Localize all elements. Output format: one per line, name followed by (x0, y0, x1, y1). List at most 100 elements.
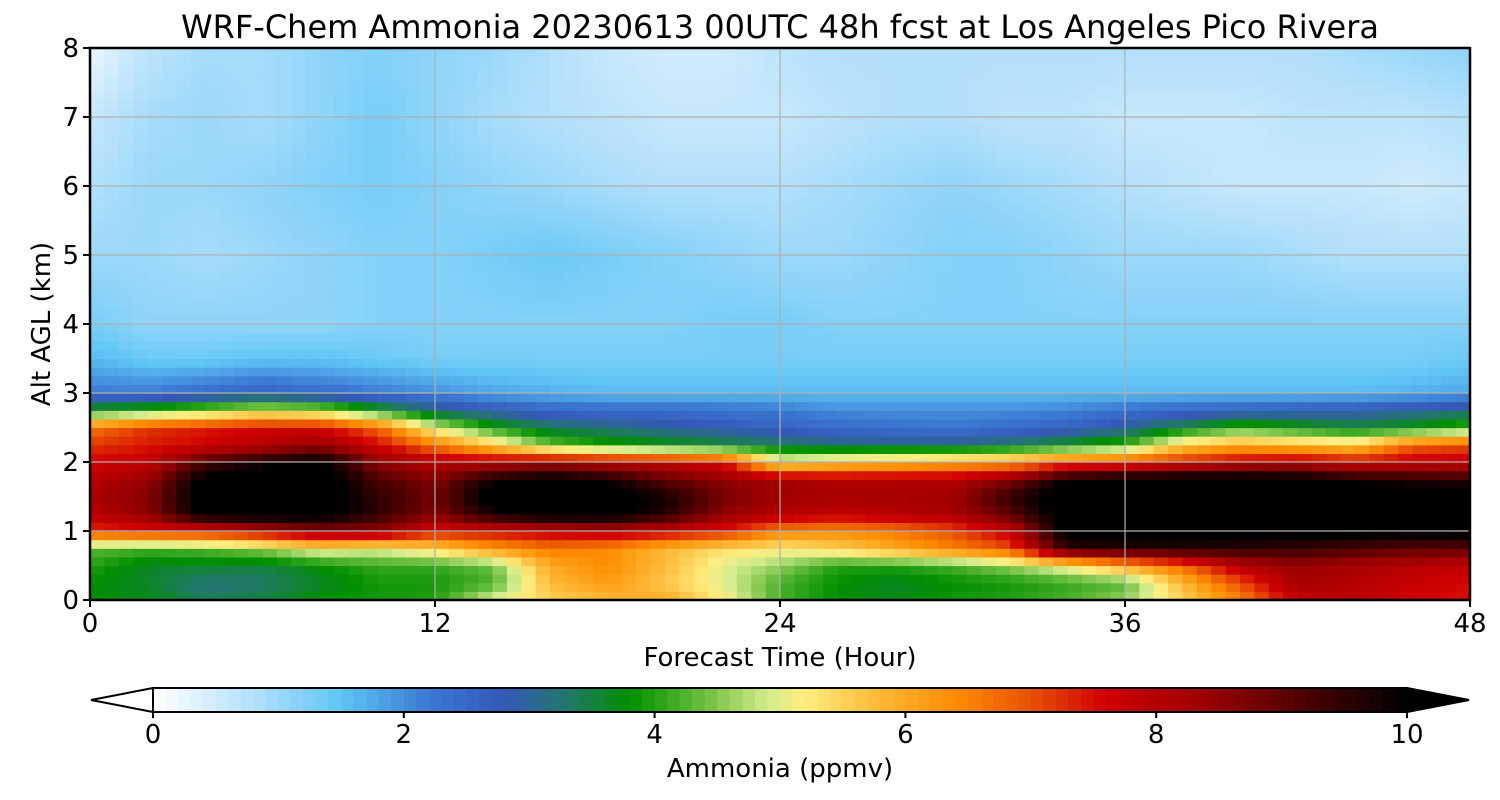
heatmap-cell (1441, 255, 1457, 265)
heatmap-cell (492, 479, 508, 489)
heatmap-cell (564, 324, 580, 334)
heatmap-cell (478, 427, 494, 437)
heatmap-cell (1110, 151, 1126, 161)
heatmap-cell (1038, 272, 1054, 282)
heatmap-cell (1297, 272, 1313, 282)
heatmap-cell (104, 142, 120, 153)
heatmap-cell (133, 496, 149, 506)
heatmap-cell (262, 591, 278, 601)
heatmap-cell (995, 444, 1011, 454)
heatmap-cell (420, 220, 436, 230)
heatmap-cell (1153, 565, 1169, 575)
heatmap-cell (478, 246, 494, 256)
heatmap-cell (435, 410, 450, 420)
heatmap-cell (995, 462, 1011, 472)
heatmap-cell (521, 505, 537, 515)
heatmap-cell (248, 263, 264, 273)
heatmap-cell (190, 272, 206, 282)
heatmap-cell (780, 384, 795, 394)
heatmap-cell (564, 211, 580, 222)
heatmap-cell (320, 496, 335, 506)
heatmap-cell (492, 496, 508, 506)
heatmap-cell (1211, 211, 1227, 222)
heatmap-cell (966, 548, 982, 558)
heatmap-cell (492, 168, 508, 178)
heatmap-cell (794, 436, 810, 446)
heatmap-cell (693, 479, 709, 489)
heatmap-cell (1024, 393, 1040, 403)
heatmap-cell (1182, 565, 1198, 575)
heatmap-cell (693, 444, 709, 454)
heatmap-cell (1398, 168, 1414, 178)
heatmap-cell (1110, 556, 1126, 567)
heatmap-cell (233, 375, 249, 385)
heatmap-cell (1441, 453, 1457, 463)
heatmap-cell (923, 358, 939, 368)
heatmap-cell (463, 531, 479, 541)
heatmap-cell (1225, 565, 1241, 575)
heatmap-cell (1426, 548, 1442, 558)
heatmap-cell (478, 160, 494, 170)
heatmap-cell (435, 556, 450, 567)
heatmap-cell (1024, 358, 1040, 368)
heatmap-cell (550, 237, 565, 247)
heatmap-cell (1240, 418, 1255, 429)
heatmap-cell (866, 531, 882, 541)
heatmap-cell (1153, 591, 1169, 601)
heatmap-cell (665, 246, 680, 256)
heatmap-cell (895, 565, 910, 575)
heatmap-cell (665, 496, 680, 506)
heatmap-cell (262, 341, 278, 351)
heatmap-cell (1153, 410, 1169, 420)
heatmap-cell (219, 306, 235, 316)
heatmap-cell (1398, 280, 1414, 291)
heatmap-cell (506, 470, 522, 480)
heatmap-cell (147, 168, 163, 178)
heatmap-cell (1024, 246, 1040, 256)
heatmap-cell (521, 255, 537, 265)
heatmap-cell (377, 349, 393, 360)
heatmap-cell (966, 436, 982, 446)
heatmap-cell (1096, 418, 1112, 429)
heatmap-cell (693, 229, 709, 239)
heatmap-cell (463, 168, 479, 178)
heatmap-cell (808, 462, 824, 472)
heatmap-cell (363, 237, 379, 247)
heatmap-cell (952, 246, 968, 256)
heatmap-cell (1383, 151, 1399, 161)
heatmap-cell (363, 298, 379, 308)
heatmap-cell (420, 229, 436, 239)
heatmap-cell (1441, 349, 1457, 360)
heatmap-cell (679, 496, 695, 506)
heatmap-cell (1455, 375, 1471, 385)
heatmap-cell (1225, 513, 1241, 523)
heatmap-cell (276, 186, 292, 196)
heatmap-cell (1326, 298, 1342, 308)
heatmap-cell (492, 203, 508, 213)
heatmap-cell (492, 298, 508, 308)
heatmap-cell (521, 186, 537, 196)
heatmap-cell (1139, 341, 1155, 351)
heatmap-cell (463, 367, 479, 377)
heatmap-cell (1010, 246, 1025, 256)
heatmap-cell (262, 289, 278, 299)
heatmap-cell (1369, 194, 1385, 204)
heatmap-cell (966, 418, 982, 429)
heatmap-cell (1398, 211, 1414, 222)
heatmap-cell (1168, 436, 1184, 446)
heatmap-cell (1211, 410, 1227, 420)
heatmap-cell (1297, 505, 1313, 515)
heatmap-cell (1412, 479, 1428, 489)
heatmap-cell (765, 384, 781, 394)
heatmap-cell (751, 375, 767, 385)
heatmap-cell (233, 289, 249, 299)
heatmap-cell (205, 453, 220, 463)
heatmap-cell (1096, 531, 1112, 541)
heatmap-cell (1139, 522, 1155, 532)
heatmap-cell (90, 470, 105, 480)
heatmap-cell (334, 427, 350, 437)
heatmap-cell (535, 280, 551, 291)
heatmap-cell (406, 522, 422, 532)
heatmap-cell (1125, 349, 1140, 360)
heatmap-cell (722, 341, 738, 351)
